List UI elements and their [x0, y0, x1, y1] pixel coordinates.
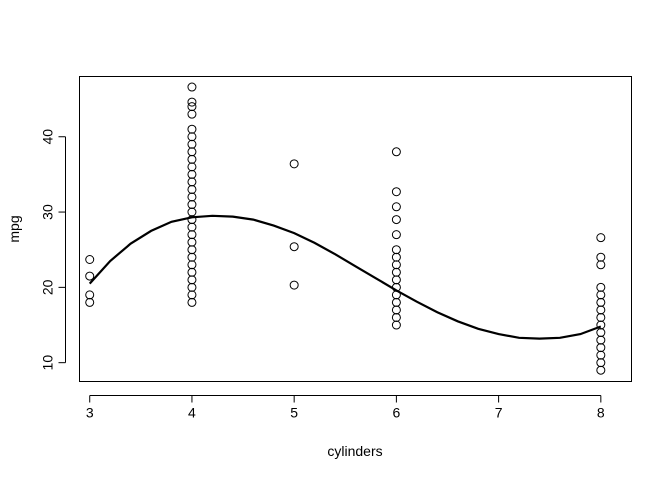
data-point — [391, 147, 401, 157]
data-point — [187, 260, 197, 270]
data-point — [596, 312, 606, 322]
data-point — [187, 162, 197, 172]
data-point — [596, 260, 606, 270]
data-point — [187, 147, 197, 157]
y-axis: 10 20 30 40 — [40, 129, 66, 371]
data-point — [289, 280, 299, 290]
data-point — [289, 159, 299, 169]
y-axis-title: mpg — [6, 215, 22, 242]
data-point — [596, 328, 606, 338]
data-point — [187, 82, 197, 92]
data-point — [187, 237, 197, 247]
data-point — [289, 242, 299, 252]
data-point — [187, 169, 197, 179]
data-point — [596, 335, 606, 345]
data-point — [391, 245, 401, 255]
x-tick-label: 6 — [392, 405, 400, 421]
data-point — [187, 184, 197, 194]
data-point — [391, 320, 401, 330]
data-point — [596, 233, 606, 243]
x-tick-label: 3 — [86, 405, 94, 421]
data-point — [391, 305, 401, 315]
x-tick-label: 4 — [188, 405, 196, 421]
data-point — [187, 275, 197, 285]
data-point — [187, 200, 197, 210]
data-point — [187, 297, 197, 307]
data-point — [187, 282, 197, 292]
plot-frame — [79, 76, 632, 382]
data-point — [596, 343, 606, 353]
data-point — [187, 154, 197, 164]
data-point — [596, 282, 606, 292]
data-point — [596, 252, 606, 262]
data-point — [187, 97, 197, 107]
data-point — [85, 271, 95, 281]
data-point — [391, 230, 401, 240]
data-point — [187, 192, 197, 202]
x-tick-label: 7 — [495, 405, 503, 421]
data-point — [187, 252, 197, 262]
data-point — [596, 305, 606, 315]
x-tick-label: 8 — [597, 405, 605, 421]
data-point — [596, 297, 606, 307]
data-point — [187, 230, 197, 240]
scatter-points — [85, 82, 606, 375]
data-point — [187, 109, 197, 119]
data-point — [391, 267, 401, 277]
data-point — [187, 267, 197, 277]
data-point — [187, 102, 197, 112]
data-point — [391, 275, 401, 285]
data-point — [391, 202, 401, 212]
data-point — [187, 290, 197, 300]
data-point — [187, 207, 197, 217]
data-point — [85, 290, 95, 300]
data-point — [187, 222, 197, 232]
data-point — [85, 255, 95, 264]
data-point — [85, 297, 95, 307]
data-point — [391, 215, 401, 225]
data-point — [187, 132, 197, 142]
data-point — [187, 139, 197, 149]
x-axis: 3 4 5 6 7 8 — [86, 395, 605, 421]
data-point — [596, 358, 606, 368]
trend-line — [88, 214, 602, 340]
y-tick-label: 20 — [40, 279, 56, 295]
data-point — [596, 290, 606, 300]
y-tick-label: 40 — [40, 129, 56, 145]
data-point — [391, 187, 401, 197]
x-axis-title: cylinders — [327, 443, 382, 459]
data-point — [187, 124, 197, 134]
data-point — [187, 177, 197, 187]
data-point — [596, 365, 606, 375]
data-point — [187, 245, 197, 255]
y-tick-label: 10 — [40, 355, 56, 371]
data-point — [391, 297, 401, 307]
data-point — [391, 312, 401, 322]
data-point — [391, 252, 401, 262]
y-tick-label: 30 — [40, 204, 56, 220]
data-point — [391, 260, 401, 270]
data-point — [596, 350, 606, 360]
x-tick-label: 5 — [290, 405, 298, 421]
